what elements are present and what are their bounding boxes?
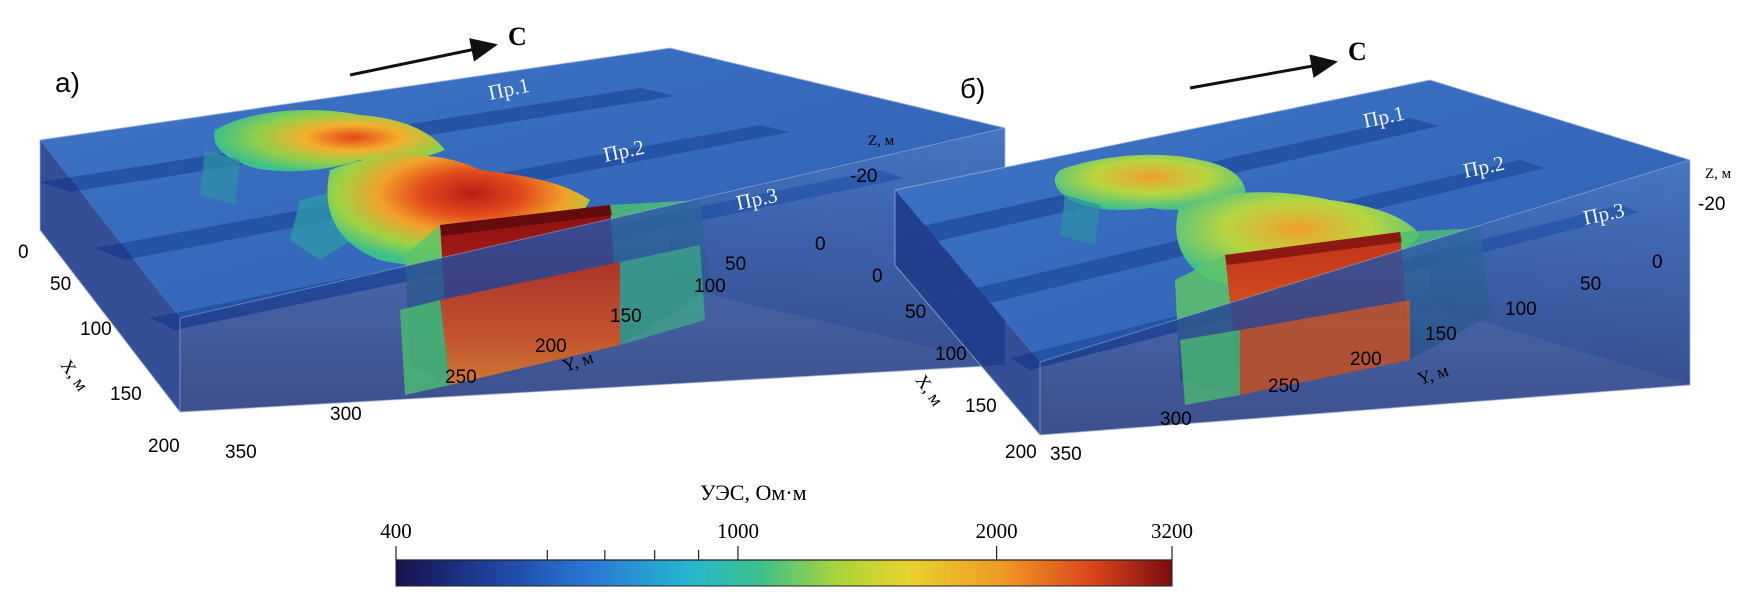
block-a-left-face	[40, 140, 180, 412]
anomaly-b-upper	[1054, 154, 1246, 210]
anomaly-a-upper	[214, 110, 445, 172]
panel-label-b: б)	[960, 73, 985, 104]
y-tick-label: 100	[694, 276, 726, 297]
x-tick-label: 150	[965, 396, 997, 417]
colorbar-gradient	[395, 559, 1173, 587]
anomaly-a-front	[440, 262, 620, 385]
y-tick-label: 150	[610, 306, 642, 327]
colorbar: УЭС, Ом·м 400 1000 2000 3200	[380, 480, 1193, 587]
block-b-edge-top	[1039, 159, 1691, 363]
panel-b: С б) Пр.1 Пр.2 Пр.3 Z, м -20 0 50 100 15…	[872, 37, 1732, 465]
x-tick-label: 0	[18, 242, 29, 263]
y-tick-label: 350	[1050, 444, 1082, 465]
y-axis-b: 0 50 100 150 200 250 300 350 Y, м	[1050, 252, 1663, 465]
panel-label-a: а)	[55, 67, 80, 98]
y-tick-label: 50	[1580, 274, 1601, 295]
block-a-edge-top	[179, 127, 1006, 319]
y-tick-label: 100	[1505, 299, 1537, 320]
anomaly-b-front	[1240, 300, 1410, 395]
y-tick-label: 200	[535, 336, 567, 357]
colorbar-tick-label: 2000	[976, 519, 1018, 543]
green-a-front-r	[620, 245, 705, 345]
x-tick-label: 100	[80, 319, 112, 340]
x-tick-label: 0	[872, 266, 883, 287]
green-b-front	[1180, 330, 1240, 405]
panel-a: С а) Пр.1 Пр.2 Пр.3 Z, м -20 0 50 100 15…	[18, 22, 1006, 463]
z-axis-label-b: Z, м	[1705, 166, 1732, 182]
texture-a-1	[200, 150, 240, 205]
x-axis-label: X, м	[57, 356, 93, 395]
colorbar-ticks: 400 1000 2000 3200	[380, 519, 1193, 560]
z-tick-b: -20	[1698, 194, 1725, 215]
y-axis-a: 0 50 100 150 200 250 300 350 Y, м	[225, 234, 826, 463]
y-tick-label: 0	[815, 234, 826, 255]
block-b-outline	[894, 79, 1691, 436]
green-a-front	[400, 300, 450, 395]
anomaly-b-streak	[1225, 232, 1402, 265]
y-tick-label: 0	[1652, 252, 1663, 273]
y-tick-label: 250	[1268, 376, 1300, 397]
x-tick-label: 100	[935, 344, 967, 365]
y-tick-label: 350	[225, 442, 257, 463]
colorbar-tick-label: 1000	[717, 519, 759, 543]
colorbar-title: УЭС, Ом·м	[700, 480, 807, 505]
x-tick-label: 200	[1005, 442, 1037, 463]
north-label-b: С	[1348, 37, 1367, 66]
x-tick-label: 150	[110, 384, 142, 405]
x-tick-label: 50	[905, 302, 926, 323]
x-axis-label: X, м	[912, 371, 948, 410]
north-label-a: С	[508, 22, 527, 51]
anomaly-a-streak	[440, 205, 612, 236]
north-arrow-b	[1189, 54, 1338, 90]
colorbar-tick-label: 3200	[1151, 519, 1193, 543]
y-tick-label: 250	[445, 367, 477, 388]
y-tick-label: 150	[1425, 324, 1457, 345]
y-tick-label: 50	[725, 254, 746, 275]
y-tick-label: 200	[1350, 349, 1382, 370]
block-b-left-face	[895, 190, 1040, 435]
z-axis-label-a: Z, м	[868, 133, 895, 149]
north-arrow-a	[349, 38, 498, 77]
x-tick-label: 200	[148, 436, 180, 457]
y-tick-label: 300	[330, 404, 362, 425]
x-tick-label: 50	[50, 274, 71, 295]
z-tick-a: -20	[850, 166, 877, 187]
colorbar-tick-label: 400	[380, 519, 412, 543]
texture-b-1	[1060, 195, 1100, 245]
y-tick-label: 300	[1160, 409, 1192, 430]
